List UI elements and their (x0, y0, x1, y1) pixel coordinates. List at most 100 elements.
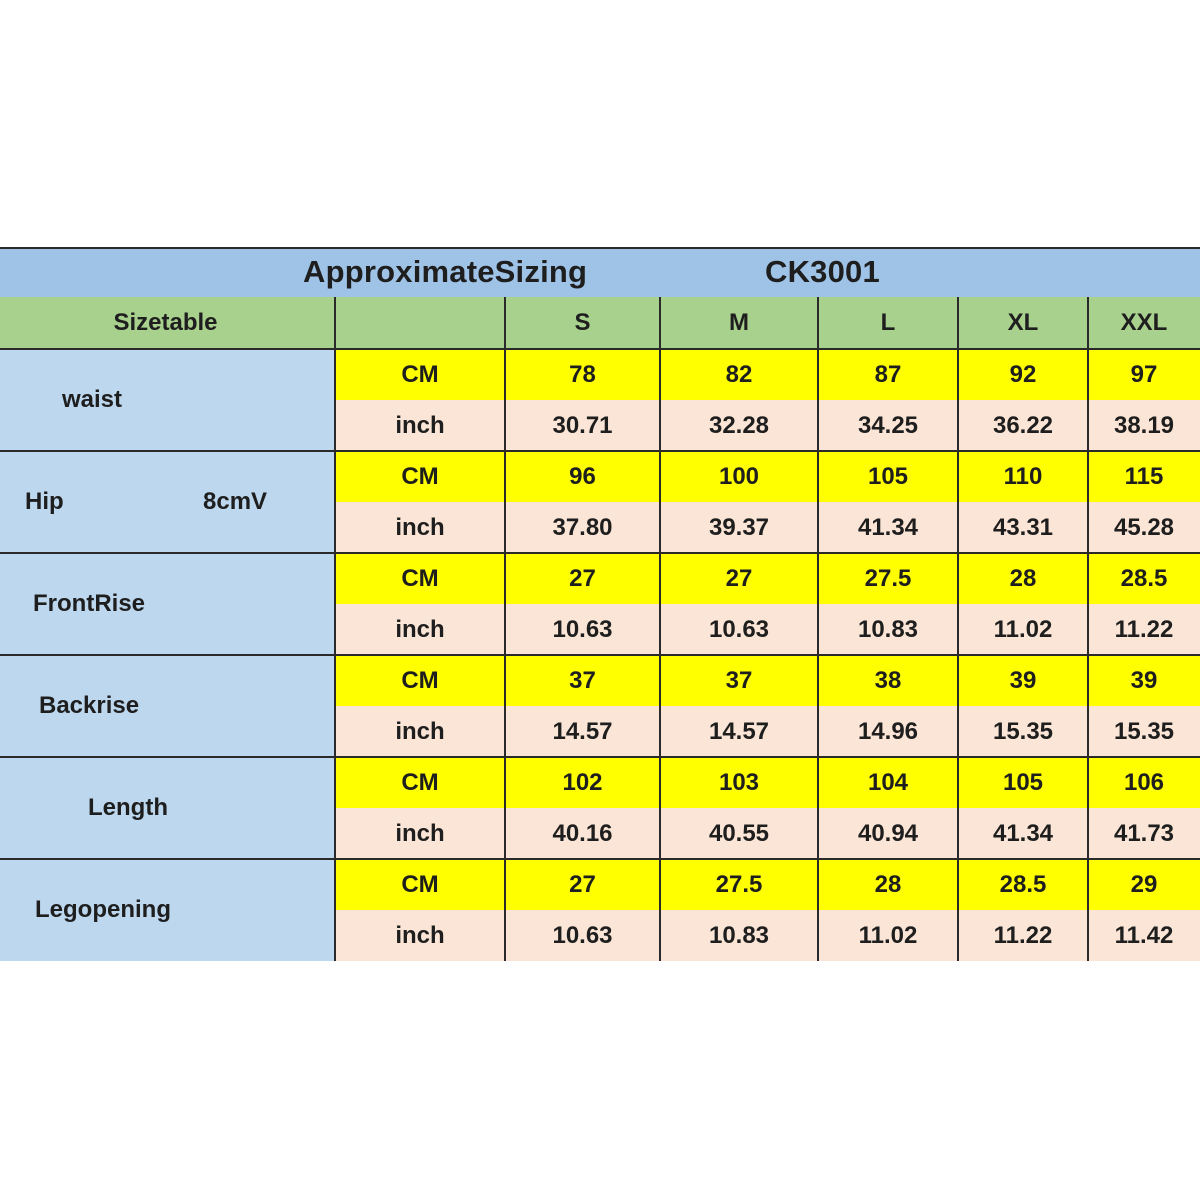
cm-value: 27 (505, 859, 660, 910)
inch-value: 34.25 (818, 400, 958, 451)
grid-line (0, 756, 1200, 758)
header-size-m: M (660, 297, 818, 349)
inch-value: 11.42 (1088, 910, 1200, 961)
header-size-s: S (505, 297, 660, 349)
inch-value: 14.96 (818, 706, 958, 757)
cm-value: 39 (958, 655, 1088, 706)
grid-line (0, 552, 1200, 554)
cm-value: 29 (1088, 859, 1200, 910)
header-unit-col (335, 297, 505, 349)
cm-value: 82 (660, 349, 818, 400)
grid-line (817, 297, 819, 961)
grid-line (0, 348, 1200, 350)
inch-value: 36.22 (958, 400, 1088, 451)
inch-value: 32.28 (660, 400, 818, 451)
inch-value: 41.34 (818, 502, 958, 553)
cm-value: 27 (505, 553, 660, 604)
cm-value: 28 (958, 553, 1088, 604)
measurement-name: Legopening (35, 896, 171, 923)
measurement-name: Backrise (39, 692, 140, 719)
inch-value: 11.02 (958, 604, 1088, 655)
cm-value: 97 (1088, 349, 1200, 400)
unit-inch: inch (335, 706, 505, 757)
inch-value: 38.19 (1088, 400, 1200, 451)
cm-value: 92 (958, 349, 1088, 400)
measurement-note: 8cmV (203, 488, 268, 515)
measurement-name: waist (62, 386, 123, 413)
inch-value: 14.57 (505, 706, 660, 757)
cm-value: 78 (505, 349, 660, 400)
unit-cm: CM (335, 349, 505, 400)
grid-line (334, 297, 336, 961)
inch-value: 15.35 (1088, 706, 1200, 757)
cm-value: 37 (505, 655, 660, 706)
grid-line (0, 858, 1200, 860)
header-size-xl: XL (958, 297, 1088, 349)
grid-line (1087, 297, 1089, 961)
inch-value: 40.94 (818, 808, 958, 859)
style-code: CK3001 (765, 254, 880, 289)
grid-line (0, 654, 1200, 656)
measurement-label: waist (0, 349, 335, 451)
inch-value: 39.37 (660, 502, 818, 553)
unit-cm: CM (335, 757, 505, 808)
size-chart: ApproximateSizing CK3001 Sizetable S M L XL X… (0, 247, 1200, 961)
header-size-xxl: XXL (1088, 297, 1200, 349)
cm-value: 27.5 (818, 553, 958, 604)
cm-value: 28 (818, 859, 958, 910)
cm-value: 115 (1088, 451, 1200, 502)
unit-inch: inch (335, 604, 505, 655)
inch-value: 10.83 (818, 604, 958, 655)
inch-value: 15.35 (958, 706, 1088, 757)
measurement-label: FrontRise (0, 553, 335, 655)
inch-value: 43.31 (958, 502, 1088, 553)
cm-value: 96 (505, 451, 660, 502)
measurement-label: Hip 8cmV (0, 451, 335, 553)
inch-value: 40.55 (660, 808, 818, 859)
measurement-label: Backrise (0, 655, 335, 757)
unit-cm: CM (335, 859, 505, 910)
unit-inch: inch (335, 400, 505, 451)
measurement-name: FrontRise (33, 590, 146, 617)
inch-value: 37.80 (505, 502, 660, 553)
unit-inch: inch (335, 910, 505, 961)
measurement-name: Hip (25, 488, 64, 515)
inch-value: 10.63 (660, 604, 818, 655)
measurement-label: Legopening (0, 859, 335, 961)
unit-cm: CM (335, 451, 505, 502)
cm-value: 103 (660, 757, 818, 808)
grid-line (659, 297, 661, 961)
cm-value: 38 (818, 655, 958, 706)
inch-value: 11.02 (818, 910, 958, 961)
cm-value: 106 (1088, 757, 1200, 808)
cm-value: 105 (958, 757, 1088, 808)
cm-value: 100 (660, 451, 818, 502)
chart-title: ApproximateSizing (303, 254, 588, 289)
inch-value: 10.83 (660, 910, 818, 961)
grid-line (0, 450, 1200, 452)
inch-value: 14.57 (660, 706, 818, 757)
unit-inch: inch (335, 502, 505, 553)
cm-value: 104 (818, 757, 958, 808)
inch-value: 45.28 (1088, 502, 1200, 553)
header-corner: Sizetable (0, 297, 335, 349)
inch-value: 11.22 (1088, 604, 1200, 655)
inch-value: 30.71 (505, 400, 660, 451)
cm-value: 87 (818, 349, 958, 400)
unit-inch: inch (335, 808, 505, 859)
cm-value: 27 (660, 553, 818, 604)
cm-value: 102 (505, 757, 660, 808)
cm-value: 110 (958, 451, 1088, 502)
inch-value: 40.16 (505, 808, 660, 859)
measurement-label: Length (0, 757, 335, 859)
inch-value: 10.63 (505, 604, 660, 655)
inch-value: 10.63 (505, 910, 660, 961)
inch-value: 11.22 (958, 910, 1088, 961)
inch-value: 41.34 (958, 808, 1088, 859)
grid-line (504, 297, 506, 961)
cm-value: 105 (818, 451, 958, 502)
cm-value: 39 (1088, 655, 1200, 706)
grid-line (957, 297, 959, 961)
chart-title-bar: ApproximateSizing CK3001 (0, 249, 1200, 299)
cm-value: 28.5 (958, 859, 1088, 910)
